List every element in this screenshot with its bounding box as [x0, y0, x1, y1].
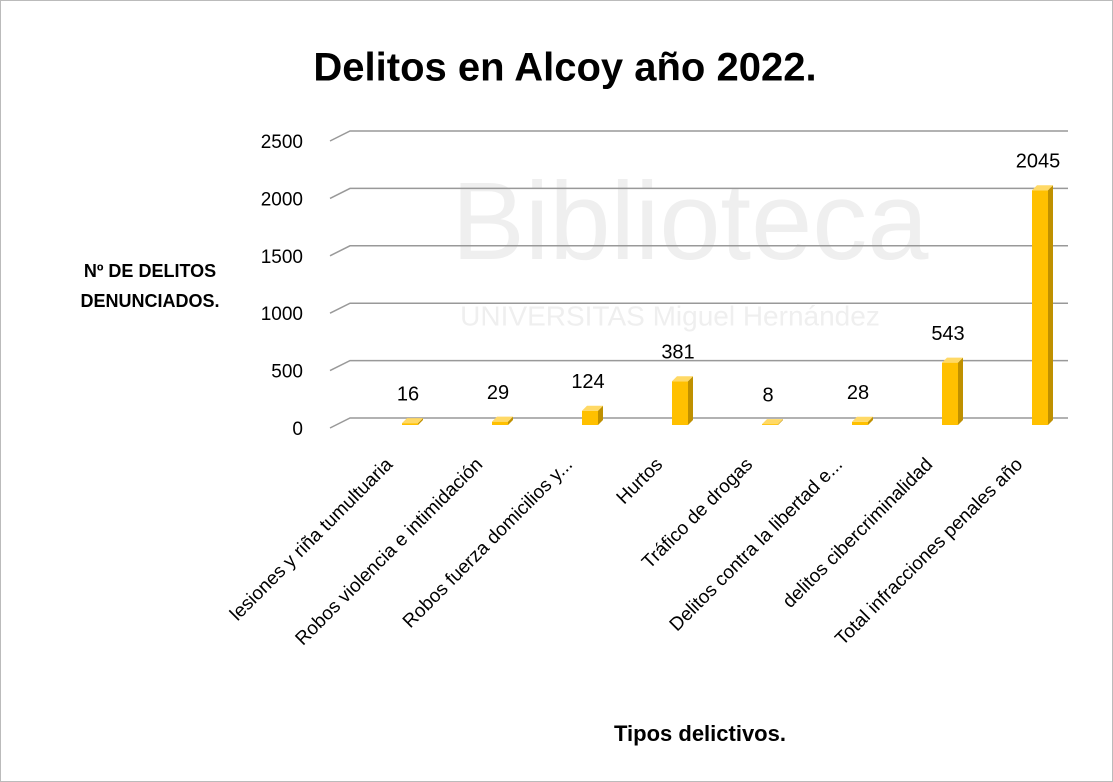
bar	[492, 416, 513, 425]
y-tick-label: 0	[292, 419, 303, 440]
bar-face	[942, 362, 958, 425]
grid-line	[329, 245, 1068, 257]
bar-face	[672, 381, 688, 425]
bar-face	[1048, 185, 1053, 425]
bar-face	[492, 416, 513, 422]
bar	[402, 418, 423, 425]
bar	[942, 357, 963, 425]
bar-face	[582, 410, 598, 425]
value-label: 2045	[1016, 151, 1061, 173]
value-label: 8	[762, 384, 773, 406]
bar	[762, 419, 783, 425]
y-tick-label: 2000	[261, 189, 303, 210]
bar-face	[492, 421, 508, 425]
y-tick-label: 1500	[261, 247, 303, 268]
bar	[672, 376, 693, 425]
y-axis-title: DENUNCIADOS.	[80, 291, 219, 311]
grid-line	[329, 187, 1068, 200]
bar-face	[942, 357, 963, 363]
bar	[582, 405, 603, 425]
bar-face	[852, 421, 868, 425]
bar	[852, 416, 873, 425]
value-label: 29	[487, 382, 509, 404]
value-label: 543	[931, 323, 964, 345]
bar-face	[852, 416, 873, 422]
bar-face	[778, 419, 783, 425]
bar-face	[418, 418, 423, 425]
bar-face	[672, 376, 693, 382]
bar-face	[762, 424, 778, 425]
bar-face	[582, 405, 603, 411]
bar-face	[958, 357, 963, 425]
y-tick-label: 500	[271, 362, 303, 383]
grid-line	[329, 359, 1068, 372]
watermark: Biblioteca	[452, 160, 930, 283]
bar-face	[1032, 185, 1053, 191]
bar-face	[1032, 190, 1048, 425]
y-tick-label: 2500	[261, 132, 303, 153]
bar-face	[402, 418, 423, 424]
bar-face	[598, 405, 603, 425]
grid-line	[329, 302, 1068, 314]
grid-line	[329, 417, 1068, 429]
y-tick-label: 1000	[261, 304, 303, 325]
x-axis-title: Tipos delictivos.	[614, 721, 786, 746]
value-label: 124	[571, 371, 604, 393]
watermark: UNIVERSITAS Miguel Hernández	[460, 300, 880, 331]
bar-face	[508, 416, 513, 425]
bar-face	[402, 423, 418, 425]
bar-face	[762, 419, 783, 425]
value-label: 381	[661, 342, 694, 364]
y-axis-title: Nº DE DELITOS	[84, 261, 216, 281]
bar	[1032, 185, 1053, 425]
value-label: 16	[397, 383, 419, 405]
grid-line	[329, 130, 1068, 142]
bar-face	[688, 376, 693, 425]
chart-title: Delitos en Alcoy año 2022.	[313, 46, 816, 90]
bar-face	[868, 416, 873, 425]
value-label: 28	[847, 382, 869, 404]
